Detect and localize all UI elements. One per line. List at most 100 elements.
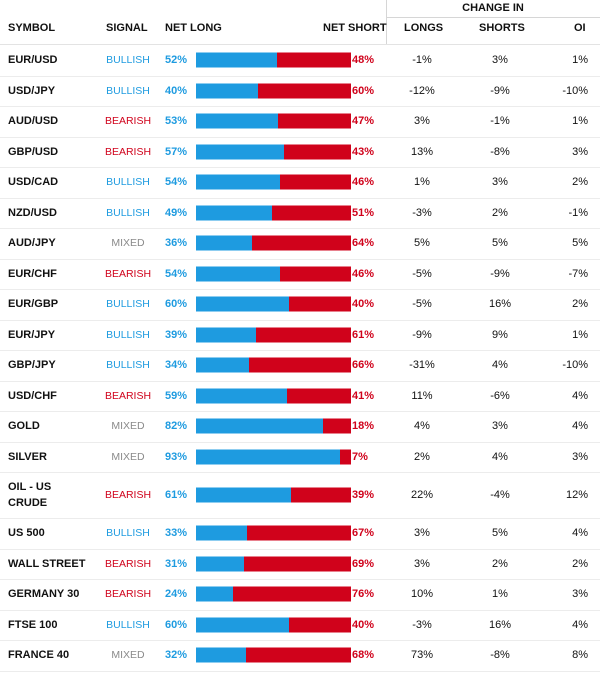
net-short-value: 64% (352, 237, 375, 250)
shorts-change: -8% (490, 145, 510, 158)
table-row[interactable]: OIL - US CRUDE BEARISH 61% 39% 22% -4% 12% (0, 472, 600, 519)
symbol-cell[interactable]: FRANCE 40 (8, 649, 70, 662)
symbol-cell[interactable]: FTSE 100 (8, 618, 58, 631)
signal-cell: MIXED (111, 649, 145, 662)
table-row[interactable]: AUD/USD BEARISH 53% 47% 3% -1% 1% (0, 106, 600, 138)
symbol-cell[interactable]: US 500 (8, 527, 45, 540)
symbol-cell[interactable]: GOLD (8, 420, 40, 433)
sentiment-bar (196, 296, 351, 312)
table-row[interactable]: SILVER MIXED 93% 7% 2% 4% 3% (0, 442, 600, 473)
net-long-value: 82% (165, 420, 188, 433)
signal-cell: BULLISH (106, 618, 150, 631)
table-row[interactable]: EUR/CHF BEARISH 54% 46% -5% -9% -7% (0, 259, 600, 290)
table-row[interactable]: AUD/JPY MIXED 36% 64% 5% 5% 5% (0, 228, 600, 260)
symbol-cell[interactable]: GBP/JPY (8, 359, 56, 372)
symbol-cell[interactable]: OIL - US CRUDE (8, 481, 52, 509)
table-row[interactable]: EUR/GBP BULLISH 60% 40% -5% 16% 2% (0, 289, 600, 321)
symbol-cell[interactable]: NZD/USD (8, 206, 57, 219)
symbol-cell[interactable]: USD/JPY (8, 84, 56, 97)
longs-header: LONGS (404, 22, 444, 34)
sentiment-bar (196, 357, 351, 373)
net-long-value: 32% (165, 649, 188, 662)
symbol-cell[interactable]: EUR/GBP (8, 298, 59, 311)
signal-cell: BULLISH (106, 298, 150, 311)
net-long-fill (196, 449, 341, 465)
longs-change: 5% (414, 237, 430, 250)
symbol-cell[interactable]: EUR/JPY (8, 328, 56, 341)
sentiment-bar (196, 266, 351, 282)
net-short-value: 76% (352, 588, 375, 601)
net-long-fill (196, 205, 272, 221)
shorts-change: 16% (488, 298, 512, 311)
oi-change: -10% (562, 84, 588, 97)
table-row[interactable]: US 500 BULLISH 33% 67% 3% 5% 4% (0, 518, 600, 550)
table-row[interactable]: GBP/JPY BULLISH 34% 66% -31% 4% -10% (0, 350, 600, 382)
longs-change: 73% (410, 649, 434, 662)
table-row[interactable]: USD/JPY BULLISH 40% 60% -12% -9% -10% (0, 76, 600, 107)
sentiment-bar (196, 556, 351, 572)
oi-change: 4% (572, 420, 588, 433)
table-row[interactable]: GERMANY 30 BEARISH 24% 76% 10% 1% 3% (0, 579, 600, 611)
net-long-fill (196, 144, 285, 160)
longs-change: 11% (411, 389, 433, 402)
signal-cell: MIXED (111, 237, 145, 250)
sentiment-bar (196, 388, 351, 404)
signal-cell: BULLISH (106, 328, 150, 341)
table-row[interactable]: USD/CAD BULLISH 54% 46% 1% 3% 2% (0, 167, 600, 199)
net-long-fill (196, 266, 280, 282)
oi-change: 1% (572, 54, 588, 67)
net-long-fill (196, 357, 249, 373)
sentiment-bar (196, 617, 351, 633)
net-short-value: 60% (352, 84, 375, 97)
net-long-value: 61% (165, 489, 188, 501)
change-header-divider (386, 0, 387, 44)
sentiment-bar (196, 449, 351, 465)
net-long-value: 33% (165, 527, 188, 540)
symbol-cell[interactable]: WALL STREET (8, 557, 86, 570)
table-row[interactable]: USD/CHF BEARISH 59% 41% 11% -6% 4% (0, 381, 600, 412)
symbol-cell[interactable]: AUD/USD (8, 115, 59, 128)
shorts-change: -6% (490, 389, 510, 402)
table-row[interactable]: WALL STREET BEARISH 31% 69% 3% 2% 2% (0, 549, 600, 580)
net-short-value: 68% (352, 649, 375, 662)
table-row[interactable]: FTSE 100 BULLISH 60% 40% -3% 16% 4% (0, 610, 600, 641)
shorts-change: 3% (492, 420, 508, 433)
symbol-cell[interactable]: SILVER (8, 450, 47, 463)
net-short-value: 61% (352, 328, 375, 341)
table-row[interactable]: FRANCE 40 MIXED 32% 68% 73% -8% 8% (0, 640, 600, 672)
signal-header: SIGNAL (106, 22, 148, 34)
net-long-fill (196, 83, 258, 99)
table-row[interactable]: EUR/JPY BULLISH 39% 61% -9% 9% 1% (0, 320, 600, 351)
sentiment-bar (196, 113, 351, 129)
symbol-cell[interactable]: AUD/JPY (8, 237, 56, 250)
oi-change: 12% (565, 489, 588, 501)
longs-change: -9% (412, 328, 432, 341)
net-long-value: 52% (165, 54, 188, 67)
net-long-value: 39% (165, 328, 188, 341)
symbol-cell[interactable]: USD/CAD (8, 176, 59, 189)
oi-change: 1% (572, 115, 588, 128)
signal-cell: MIXED (111, 450, 145, 463)
symbol-cell[interactable]: EUR/CHF (8, 267, 57, 280)
table-row[interactable]: EUR/USD BULLISH 52% 48% -1% 3% 1% (0, 45, 600, 77)
signal-cell: BEARISH (104, 557, 152, 570)
shorts-change: 2% (492, 206, 508, 219)
symbol-cell[interactable]: EUR/USD (8, 54, 58, 67)
net-short-value: 40% (352, 298, 375, 311)
net-long-value: 60% (165, 298, 188, 311)
symbol-cell[interactable]: GERMANY 30 (8, 588, 80, 601)
oi-change: -7% (568, 267, 588, 280)
oi-change: -10% (562, 359, 588, 372)
net-long-fill (196, 52, 277, 68)
net-long-value: 54% (165, 267, 188, 280)
net-short-value: 66% (352, 359, 375, 372)
change-in-header: CHANGE IN (386, 0, 600, 18)
table-row[interactable]: GBP/USD BEARISH 57% 43% 13% -8% 3% (0, 137, 600, 168)
table-row[interactable]: NZD/USD BULLISH 49% 51% -3% 2% -1% (0, 198, 600, 229)
symbol-cell[interactable]: USD/CHF (8, 389, 57, 402)
shorts-change: -9% (490, 84, 510, 97)
net-short-value: 69% (352, 557, 375, 570)
symbol-cell[interactable]: GBP/USD (8, 145, 59, 158)
oi-change: 5% (572, 237, 588, 250)
table-row[interactable]: GOLD MIXED 82% 18% 4% 3% 4% (0, 411, 600, 443)
